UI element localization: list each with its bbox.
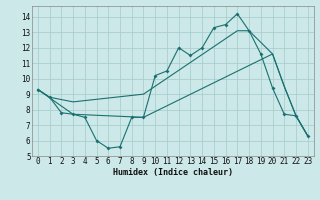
X-axis label: Humidex (Indice chaleur): Humidex (Indice chaleur) bbox=[113, 168, 233, 177]
